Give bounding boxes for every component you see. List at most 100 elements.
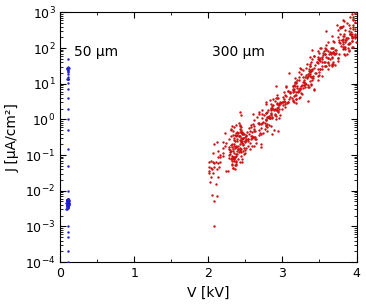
Point xyxy=(321,48,327,53)
Point xyxy=(268,108,274,113)
Point xyxy=(325,59,330,64)
Point xyxy=(305,84,311,89)
Point xyxy=(64,198,70,203)
Point xyxy=(251,124,257,129)
Point xyxy=(311,54,317,59)
Point xyxy=(206,164,212,169)
Point xyxy=(297,85,303,90)
Point xyxy=(337,25,343,30)
Point xyxy=(322,52,328,57)
Point xyxy=(290,83,296,88)
Point xyxy=(352,27,358,32)
Point xyxy=(344,21,350,26)
Point xyxy=(319,63,325,68)
Point xyxy=(300,68,306,73)
Point xyxy=(208,166,214,170)
Point xyxy=(231,146,236,151)
Point xyxy=(258,126,264,131)
Point xyxy=(231,150,236,155)
Point xyxy=(283,94,289,99)
Point xyxy=(277,113,283,117)
Point xyxy=(285,99,291,104)
Point xyxy=(240,143,246,148)
Point xyxy=(350,35,356,40)
Point xyxy=(287,95,293,99)
Point xyxy=(65,146,71,151)
Text: 300 μm: 300 μm xyxy=(212,45,265,59)
Point xyxy=(290,90,295,95)
Point xyxy=(213,160,219,164)
Point xyxy=(226,146,232,151)
Point xyxy=(230,149,236,153)
Point xyxy=(311,86,317,91)
Point xyxy=(65,203,71,208)
Point xyxy=(336,40,341,45)
Point xyxy=(308,81,314,86)
Point xyxy=(229,156,235,160)
Point xyxy=(298,71,304,76)
Point xyxy=(269,115,275,120)
Point xyxy=(309,48,315,53)
Point xyxy=(210,170,216,175)
Point xyxy=(65,224,71,229)
Point xyxy=(268,106,274,111)
Point xyxy=(238,125,244,130)
Point xyxy=(332,48,338,52)
Point xyxy=(292,81,298,86)
Point xyxy=(296,75,302,80)
Point xyxy=(64,203,70,208)
Point xyxy=(307,78,313,83)
Point xyxy=(301,83,307,88)
Point xyxy=(349,39,355,44)
Point xyxy=(292,76,298,81)
Point xyxy=(65,198,71,203)
Point xyxy=(212,199,217,204)
Point xyxy=(243,135,249,140)
Point xyxy=(342,52,348,57)
Point xyxy=(329,55,335,60)
Point xyxy=(238,133,243,138)
Point xyxy=(242,151,248,156)
Point xyxy=(251,128,257,133)
Point xyxy=(65,80,71,85)
Point xyxy=(240,142,246,147)
Point xyxy=(217,155,223,160)
Point xyxy=(258,122,264,127)
Point xyxy=(65,67,71,72)
Point xyxy=(331,51,337,56)
Point xyxy=(257,110,262,115)
Point xyxy=(305,98,311,103)
Point xyxy=(352,11,358,16)
Point xyxy=(308,59,314,64)
Point xyxy=(347,31,353,36)
Point xyxy=(65,201,71,206)
Point xyxy=(64,199,70,204)
Point xyxy=(280,95,286,100)
Point xyxy=(342,37,348,42)
Point xyxy=(258,132,264,137)
Point xyxy=(214,167,220,172)
Point xyxy=(263,117,269,122)
Point xyxy=(65,57,71,62)
Point xyxy=(342,45,348,49)
Point xyxy=(267,98,273,102)
Point xyxy=(264,111,269,116)
Point xyxy=(272,99,278,104)
Point xyxy=(349,35,355,40)
Point xyxy=(228,128,234,133)
Point xyxy=(340,46,346,51)
Point xyxy=(299,91,305,96)
Point xyxy=(287,89,292,94)
Point xyxy=(65,201,71,206)
Point xyxy=(290,84,296,89)
Point xyxy=(350,23,356,27)
Point xyxy=(342,39,348,44)
Point xyxy=(329,63,335,68)
Point xyxy=(330,59,336,64)
Point xyxy=(209,192,215,197)
Point xyxy=(309,68,315,73)
Point xyxy=(64,198,70,203)
Point xyxy=(276,116,282,120)
Point xyxy=(296,70,302,74)
Point xyxy=(323,47,329,52)
